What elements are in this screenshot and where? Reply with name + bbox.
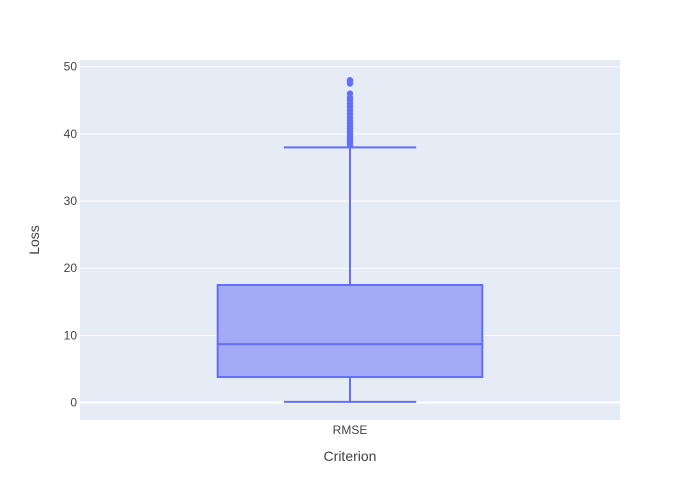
y-tick-label-0: 0 (70, 396, 77, 410)
x-axis-ticks: RMSE (333, 423, 368, 437)
y-tick-label-20: 20 (64, 261, 78, 275)
box-iqr (216, 284, 484, 379)
y-tick-label-50: 50 (64, 60, 78, 74)
outlier-point (346, 76, 354, 84)
outlier-point (346, 90, 354, 97)
box-series[interactable] (216, 76, 484, 403)
x-tick-label-RMSE: RMSE (333, 423, 368, 437)
y-axis-title: Loss (26, 225, 42, 255)
box-RMSE[interactable] (216, 76, 484, 403)
y-axis-ticks: 0 10 20 30 40 50 (64, 60, 78, 410)
y-tick-label-40: 40 (64, 127, 78, 141)
y-tick-label-30: 30 (64, 194, 78, 208)
y-tick-label-10: 10 (64, 328, 78, 342)
x-axis-title: Criterion (324, 448, 377, 464)
